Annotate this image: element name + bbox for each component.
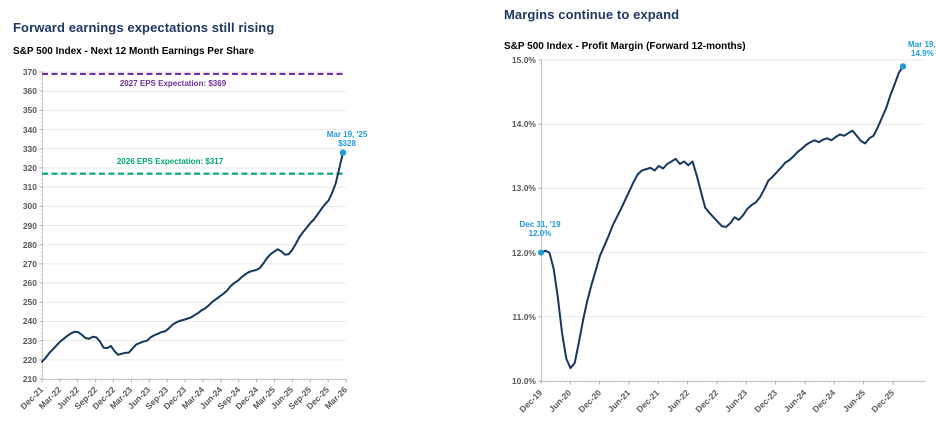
eps-endpoint-marker bbox=[339, 149, 347, 156]
eps-y-tick-label: 280 bbox=[22, 239, 37, 250]
eps-y-tick-label: 210 bbox=[22, 374, 37, 384]
margin-x-tick-label: Jun-24 bbox=[781, 387, 809, 415]
margin-startpoint-callout: Dec 31, '19 12.0% bbox=[506, 220, 574, 238]
eps-y-tick-label: 350 bbox=[22, 105, 37, 116]
eps-x-tick-label: Dec-25 bbox=[304, 384, 332, 412]
eps-y-tick-label: 250 bbox=[22, 297, 37, 308]
eps-y-tick-label: 260 bbox=[22, 278, 37, 289]
eps-line-chart bbox=[39, 71, 347, 383]
margin-x-tick-label: Dec-25 bbox=[869, 387, 897, 415]
eps-x-tick-label: Dec-21 bbox=[18, 384, 46, 412]
margin-y-tick-label: 12.0% bbox=[511, 247, 536, 258]
eps-x-tick-label: Jun-22 bbox=[54, 384, 81, 412]
margin-y-tick-label: 13.0% bbox=[511, 183, 536, 194]
margin-y-tick-label: 14.0% bbox=[511, 119, 536, 130]
eps-series-line bbox=[41, 151, 344, 363]
margin-endpoint-value: 14.9% bbox=[911, 49, 934, 58]
margin-x-tick-label: Dec-19 bbox=[517, 387, 545, 415]
eps-x-tick-label: Mar-23 bbox=[108, 384, 135, 412]
eps-y-tick-label: 370 bbox=[22, 67, 37, 77]
eps-y-tick-label: 330 bbox=[22, 143, 37, 154]
eps-x-tick-label: Mar-25 bbox=[251, 384, 278, 412]
margin-chart-title: Margins continue to expand bbox=[504, 6, 680, 22]
eps-endpoint-callout: Mar 19, '25 $328 bbox=[319, 130, 375, 148]
eps-y-tick-label: 300 bbox=[22, 201, 37, 212]
eps-x-tick-label: Jun-23 bbox=[126, 384, 153, 412]
margin-series-line bbox=[540, 65, 904, 370]
margin-x-tick-label: Dec-22 bbox=[693, 387, 721, 415]
margin-y-tick-label: 11.0% bbox=[512, 311, 536, 322]
margin-y-tick-label: 10.0% bbox=[511, 376, 536, 386]
eps-endpoint-value: $328 bbox=[338, 139, 356, 148]
eps-y-tick-label: 270 bbox=[22, 258, 37, 269]
margin-endpoint-date: Mar 19, '25 bbox=[908, 40, 936, 49]
eps-y-tick-label: 290 bbox=[22, 220, 37, 231]
margin-startpoint-date: Dec 31, '19 bbox=[519, 220, 561, 229]
eps-x-tick-label: Jun-24 bbox=[197, 384, 224, 412]
margin-x-tick-label: Jun-20 bbox=[547, 387, 574, 415]
margin-start-marker bbox=[538, 249, 544, 256]
eps-y-tick-label: 240 bbox=[22, 316, 37, 327]
margin-endpoint-marker bbox=[899, 63, 907, 70]
margin-x-tick-label: Dec-21 bbox=[634, 387, 662, 415]
eps-chart-title: Forward earnings expectations still risi… bbox=[13, 19, 275, 35]
margin-x-tick-label: Jun-23 bbox=[723, 387, 750, 415]
eps-x-tick-label: Sep-25 bbox=[286, 384, 314, 412]
margin-x-tick-label: Dec-23 bbox=[752, 387, 779, 415]
margin-x-tick-label: Jun-22 bbox=[664, 387, 691, 415]
eps-2027-expectation-label: 2027 EPS Expectation: $369 bbox=[119, 79, 227, 88]
eps-y-tick-label: 340 bbox=[22, 124, 37, 135]
eps-x-tick-label: Sep-24 bbox=[215, 384, 242, 412]
eps-x-tick-label: Sep-22 bbox=[72, 384, 99, 412]
eps-2026-expectation-label: 2026 EPS Expectation: $317 bbox=[116, 157, 224, 166]
margin-chart-subtitle: S&P 500 Index - Profit Margin (Forward 1… bbox=[504, 41, 746, 52]
eps-x-tick-label: Mar-24 bbox=[179, 384, 207, 412]
margin-x-tick-label: Jun-21 bbox=[605, 387, 633, 415]
eps-y-tick-label: 360 bbox=[22, 86, 37, 97]
margin-x-tick-label: Dec-24 bbox=[810, 387, 838, 415]
eps-chart-subtitle: S&P 500 Index - Next 12 Month Earnings P… bbox=[13, 46, 255, 57]
eps-y-tick-label: 320 bbox=[22, 162, 37, 173]
eps-x-tick-label: Dec-23 bbox=[161, 384, 189, 412]
margin-y-tick-label: 15.0% bbox=[511, 55, 536, 65]
eps-x-tick-label: Dec-22 bbox=[89, 384, 117, 412]
margin-startpoint-value: 12.0% bbox=[528, 229, 552, 238]
eps-x-tick-label: Mar-22 bbox=[36, 384, 64, 412]
eps-x-tick-label: Jun-25 bbox=[269, 384, 296, 412]
eps-x-tick-label: Dec-24 bbox=[232, 384, 260, 412]
eps-y-tick-label: 230 bbox=[22, 335, 37, 346]
eps-x-tick-label: Sep-23 bbox=[143, 384, 171, 412]
eps-y-tick-label: 220 bbox=[22, 354, 37, 365]
eps-y-tick-label: 310 bbox=[22, 182, 37, 193]
eps-x-tick-label: Mar-26 bbox=[322, 384, 350, 412]
margin-x-tick-label: Jun-25 bbox=[840, 387, 867, 415]
eps-endpoint-date: Mar 19, '25 bbox=[326, 130, 368, 139]
margin-x-tick-label: Dec-20 bbox=[576, 387, 603, 415]
margin-line-chart bbox=[538, 59, 925, 385]
